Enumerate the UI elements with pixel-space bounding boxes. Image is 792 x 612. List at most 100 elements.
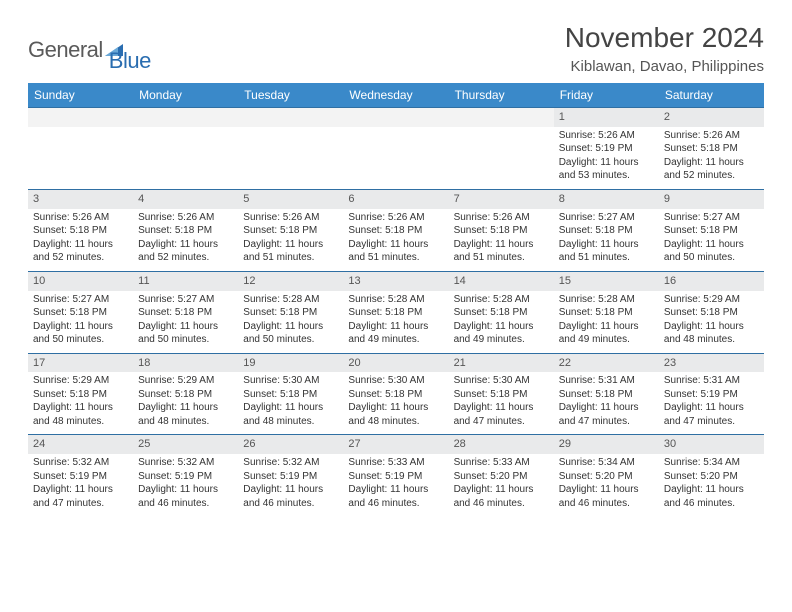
day-data bbox=[343, 127, 448, 183]
calendar-body: 12Sunrise: 5:26 AMSunset: 5:19 PMDayligh… bbox=[28, 108, 764, 517]
daylight-line: Daylight: 11 hours and 49 minutes. bbox=[559, 320, 654, 347]
day-cell bbox=[343, 127, 448, 190]
day-data: Sunrise: 5:28 AMSunset: 5:18 PMDaylight:… bbox=[238, 291, 343, 353]
day-number-cell: 11 bbox=[133, 271, 238, 290]
daylight-line: Daylight: 11 hours and 50 minutes. bbox=[243, 320, 338, 347]
sunrise-line: Sunrise: 5:29 AM bbox=[664, 293, 759, 307]
daylight-line: Daylight: 11 hours and 50 minutes. bbox=[33, 320, 128, 347]
day-number: 20 bbox=[343, 354, 448, 373]
day-number-cell: 25 bbox=[133, 435, 238, 454]
day-number: 15 bbox=[554, 272, 659, 291]
day-cell: Sunrise: 5:29 AMSunset: 5:18 PMDaylight:… bbox=[133, 372, 238, 435]
day-cell: Sunrise: 5:31 AMSunset: 5:19 PMDaylight:… bbox=[659, 372, 764, 435]
day-number: 4 bbox=[133, 190, 238, 209]
sunrise-line: Sunrise: 5:26 AM bbox=[664, 129, 759, 143]
day-number-cell: 19 bbox=[238, 353, 343, 372]
day-cell bbox=[133, 127, 238, 190]
day-number: 23 bbox=[659, 354, 764, 373]
day-number: 29 bbox=[554, 435, 659, 454]
calendar-head: SundayMondayTuesdayWednesdayThursdayFrid… bbox=[28, 83, 764, 108]
day-number: 6 bbox=[343, 190, 448, 209]
day-cell: Sunrise: 5:32 AMSunset: 5:19 PMDaylight:… bbox=[28, 454, 133, 516]
day-cell: Sunrise: 5:30 AMSunset: 5:18 PMDaylight:… bbox=[238, 372, 343, 435]
day-data: Sunrise: 5:26 AMSunset: 5:18 PMDaylight:… bbox=[449, 209, 554, 271]
day-cell: Sunrise: 5:26 AMSunset: 5:18 PMDaylight:… bbox=[449, 209, 554, 272]
day-cell: Sunrise: 5:28 AMSunset: 5:18 PMDaylight:… bbox=[554, 291, 659, 354]
daylight-line: Daylight: 11 hours and 47 minutes. bbox=[33, 483, 128, 510]
day-data: Sunrise: 5:27 AMSunset: 5:18 PMDaylight:… bbox=[554, 209, 659, 271]
sunrise-line: Sunrise: 5:26 AM bbox=[33, 211, 128, 225]
weekday-header: Monday bbox=[133, 83, 238, 108]
day-data-row: Sunrise: 5:27 AMSunset: 5:18 PMDaylight:… bbox=[28, 291, 764, 354]
daylight-line: Daylight: 11 hours and 47 minutes. bbox=[454, 401, 549, 428]
sunrise-line: Sunrise: 5:33 AM bbox=[348, 456, 443, 470]
day-number: 30 bbox=[659, 435, 764, 454]
day-data: Sunrise: 5:29 AMSunset: 5:18 PMDaylight:… bbox=[133, 372, 238, 434]
daylight-line: Daylight: 11 hours and 46 minutes. bbox=[243, 483, 338, 510]
day-number: 9 bbox=[659, 190, 764, 209]
daylight-line: Daylight: 11 hours and 49 minutes. bbox=[454, 320, 549, 347]
day-data: Sunrise: 5:32 AMSunset: 5:19 PMDaylight:… bbox=[133, 454, 238, 516]
daylight-line: Daylight: 11 hours and 50 minutes. bbox=[138, 320, 233, 347]
daylight-line: Daylight: 11 hours and 46 minutes. bbox=[664, 483, 759, 510]
day-data: Sunrise: 5:27 AMSunset: 5:18 PMDaylight:… bbox=[659, 209, 764, 271]
sunrise-line: Sunrise: 5:34 AM bbox=[559, 456, 654, 470]
sunrise-line: Sunrise: 5:32 AM bbox=[33, 456, 128, 470]
sunset-line: Sunset: 5:18 PM bbox=[243, 224, 338, 238]
sunrise-line: Sunrise: 5:30 AM bbox=[348, 374, 443, 388]
sunrise-line: Sunrise: 5:31 AM bbox=[559, 374, 654, 388]
day-cell: Sunrise: 5:34 AMSunset: 5:20 PMDaylight:… bbox=[554, 454, 659, 516]
daylight-line: Daylight: 11 hours and 46 minutes. bbox=[454, 483, 549, 510]
sunset-line: Sunset: 5:18 PM bbox=[348, 224, 443, 238]
day-cell bbox=[238, 127, 343, 190]
weekday-header-row: SundayMondayTuesdayWednesdayThursdayFrid… bbox=[28, 83, 764, 108]
day-data: Sunrise: 5:33 AMSunset: 5:20 PMDaylight:… bbox=[449, 454, 554, 516]
day-number-cell: 16 bbox=[659, 271, 764, 290]
day-number-cell: 14 bbox=[449, 271, 554, 290]
day-number-row: 3456789 bbox=[28, 189, 764, 208]
sunrise-line: Sunrise: 5:34 AM bbox=[664, 456, 759, 470]
day-data: Sunrise: 5:30 AMSunset: 5:18 PMDaylight:… bbox=[343, 372, 448, 434]
day-number-cell: 7 bbox=[449, 189, 554, 208]
sunrise-line: Sunrise: 5:28 AM bbox=[559, 293, 654, 307]
day-number-cell: 28 bbox=[449, 435, 554, 454]
day-cell: Sunrise: 5:26 AMSunset: 5:18 PMDaylight:… bbox=[28, 209, 133, 272]
logo-word-1: General bbox=[28, 37, 103, 63]
day-number: 16 bbox=[659, 272, 764, 291]
logo: General Blue bbox=[28, 26, 151, 74]
weekday-header: Wednesday bbox=[343, 83, 448, 108]
day-cell: Sunrise: 5:32 AMSunset: 5:19 PMDaylight:… bbox=[133, 454, 238, 516]
day-number-cell: 12 bbox=[238, 271, 343, 290]
sunset-line: Sunset: 5:19 PM bbox=[33, 470, 128, 484]
sunrise-line: Sunrise: 5:33 AM bbox=[454, 456, 549, 470]
title-block: November 2024 Kiblawan, Davao, Philippin… bbox=[565, 22, 764, 75]
day-data: Sunrise: 5:29 AMSunset: 5:18 PMDaylight:… bbox=[659, 291, 764, 353]
day-number-cell: 27 bbox=[343, 435, 448, 454]
day-number: 1 bbox=[554, 108, 659, 127]
sunset-line: Sunset: 5:18 PM bbox=[138, 306, 233, 320]
sunrise-line: Sunrise: 5:26 AM bbox=[243, 211, 338, 225]
location-text: Kiblawan, Davao, Philippines bbox=[565, 58, 764, 75]
day-data: Sunrise: 5:33 AMSunset: 5:19 PMDaylight:… bbox=[343, 454, 448, 516]
day-data-row: Sunrise: 5:29 AMSunset: 5:18 PMDaylight:… bbox=[28, 372, 764, 435]
day-number-cell: 21 bbox=[449, 353, 554, 372]
day-cell: Sunrise: 5:33 AMSunset: 5:20 PMDaylight:… bbox=[449, 454, 554, 516]
day-number-cell: 24 bbox=[28, 435, 133, 454]
sunset-line: Sunset: 5:18 PM bbox=[559, 388, 654, 402]
daylight-line: Daylight: 11 hours and 52 minutes. bbox=[138, 238, 233, 265]
day-number: 11 bbox=[133, 272, 238, 291]
sunrise-line: Sunrise: 5:28 AM bbox=[243, 293, 338, 307]
weekday-header: Friday bbox=[554, 83, 659, 108]
day-data: Sunrise: 5:31 AMSunset: 5:18 PMDaylight:… bbox=[554, 372, 659, 434]
day-data: Sunrise: 5:28 AMSunset: 5:18 PMDaylight:… bbox=[343, 291, 448, 353]
sunset-line: Sunset: 5:18 PM bbox=[243, 388, 338, 402]
day-number: 5 bbox=[238, 190, 343, 209]
day-cell: Sunrise: 5:31 AMSunset: 5:18 PMDaylight:… bbox=[554, 372, 659, 435]
day-number-cell: 1 bbox=[554, 108, 659, 127]
sunset-line: Sunset: 5:18 PM bbox=[454, 306, 549, 320]
day-data: Sunrise: 5:29 AMSunset: 5:18 PMDaylight:… bbox=[28, 372, 133, 434]
sunrise-line: Sunrise: 5:28 AM bbox=[348, 293, 443, 307]
day-number: 12 bbox=[238, 272, 343, 291]
day-number: 8 bbox=[554, 190, 659, 209]
day-data-row: Sunrise: 5:26 AMSunset: 5:18 PMDaylight:… bbox=[28, 209, 764, 272]
